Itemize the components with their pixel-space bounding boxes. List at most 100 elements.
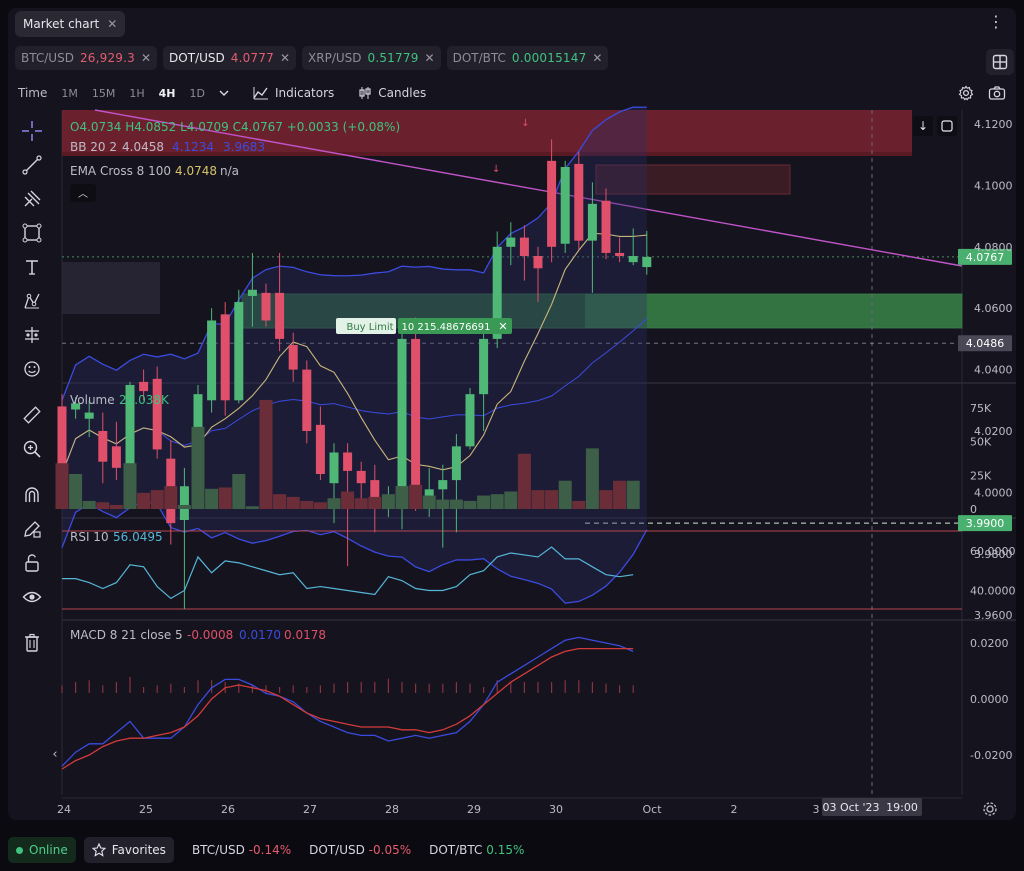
text-tool-icon[interactable] bbox=[18, 254, 46, 280]
more-vertical-icon[interactable]: ⋮ bbox=[988, 12, 1004, 31]
candle-body[interactable] bbox=[533, 256, 543, 269]
candle-body[interactable] bbox=[615, 252, 625, 257]
zoom-in-icon[interactable] bbox=[18, 436, 46, 462]
axis-gear-icon[interactable] bbox=[986, 805, 994, 813]
close-icon[interactable]: ✕ bbox=[140, 51, 152, 65]
candle-body[interactable] bbox=[465, 394, 475, 447]
candle-body[interactable] bbox=[152, 378, 162, 450]
volume-bar bbox=[286, 496, 300, 509]
emoji-icon[interactable] bbox=[18, 356, 46, 382]
pair-symbol: XRP/USD bbox=[308, 51, 362, 65]
buy-limit-label: Buy Limit bbox=[346, 322, 393, 333]
pair-tab-btc-usd[interactable]: BTC/USD 26,929.3 ✕ bbox=[15, 46, 158, 70]
candle-body[interactable] bbox=[220, 314, 230, 401]
collapse-legend-button[interactable] bbox=[70, 184, 96, 202]
timeframe-4h[interactable]: 4H bbox=[158, 86, 176, 100]
chart-area[interactable]: ↓ ↓ 4.1200 4.1000 4.0800 4.0600 4.0400 4.0200 4.… bbox=[0, 0, 1024, 830]
download-button[interactable] bbox=[913, 116, 933, 136]
crosshair-icon[interactable] bbox=[18, 118, 46, 144]
candle-body[interactable] bbox=[261, 292, 271, 321]
gear-icon[interactable] bbox=[958, 85, 974, 104]
candle-body[interactable] bbox=[438, 480, 448, 490]
magnet-icon[interactable] bbox=[18, 482, 46, 508]
pitchfork-icon[interactable] bbox=[18, 186, 46, 212]
ohlc-legend: O4.0734 H4.0852 L4.0709 C4.0767 +0.0033 … bbox=[70, 120, 400, 134]
candle-body[interactable] bbox=[519, 237, 529, 257]
candle-body[interactable] bbox=[125, 384, 135, 471]
camera-icon[interactable] bbox=[988, 85, 1006, 104]
candle-body[interactable] bbox=[71, 403, 81, 410]
candle-body[interactable] bbox=[343, 452, 353, 471]
close-icon[interactable]: ✕ bbox=[279, 51, 291, 65]
fullscreen-button[interactable] bbox=[937, 116, 957, 136]
candle-body[interactable] bbox=[587, 203, 597, 241]
candle-body[interactable] bbox=[302, 369, 312, 431]
range-zone bbox=[62, 262, 160, 314]
candle-body[interactable] bbox=[397, 338, 407, 493]
candle-body[interactable] bbox=[139, 381, 149, 392]
chevron-down-icon[interactable] bbox=[219, 87, 229, 100]
candle-body[interactable] bbox=[84, 412, 94, 419]
candle-body[interactable] bbox=[329, 452, 339, 484]
favorites-button[interactable]: Favorites bbox=[83, 837, 174, 863]
volume-bar bbox=[300, 500, 314, 509]
ticker-dot-usd[interactable]: DOT/USD -0.05% bbox=[309, 843, 412, 857]
order-qty-box[interactable] bbox=[398, 318, 512, 334]
ticker-dot-btc[interactable]: DOT/BTC 0.15% bbox=[429, 843, 525, 857]
candle-body[interactable] bbox=[642, 256, 652, 268]
candle-body[interactable] bbox=[57, 406, 67, 474]
close-icon[interactable]: ✕ bbox=[424, 51, 435, 65]
pair-tab-xrp-usd[interactable]: XRP/USD 0.51779 ✕ bbox=[302, 46, 441, 70]
close-icon[interactable]: ✕ bbox=[107, 17, 118, 31]
ema-legend-value: n/a bbox=[220, 164, 239, 178]
candle-body[interactable] bbox=[451, 446, 461, 481]
candle-body[interactable] bbox=[179, 486, 189, 521]
candle-body[interactable] bbox=[234, 302, 244, 401]
ticker-btc-usd[interactable]: BTC/USD -0.14% bbox=[191, 843, 292, 857]
price-tag-label: 4.0486 bbox=[966, 337, 1005, 350]
indicators-button[interactable]: Indicators bbox=[253, 86, 334, 100]
timeframe-1m[interactable]: 1M bbox=[61, 86, 78, 100]
trash-icon[interactable] bbox=[18, 630, 46, 656]
timeframe-15m[interactable]: 15M bbox=[91, 86, 116, 100]
pattern-tool-icon[interactable] bbox=[18, 288, 46, 314]
candle-body[interactable] bbox=[479, 338, 489, 395]
candle-body[interactable] bbox=[370, 480, 380, 502]
layout-grid-icon[interactable] bbox=[986, 49, 1014, 75]
tab-market-chart[interactable]: Market chart ✕ bbox=[15, 11, 126, 37]
candles-button[interactable]: Candles bbox=[358, 86, 426, 100]
candle-body[interactable] bbox=[411, 338, 421, 499]
pencil-lock-icon[interactable] bbox=[18, 516, 46, 542]
candle-body[interactable] bbox=[98, 431, 108, 462]
candle-body[interactable] bbox=[207, 320, 217, 401]
close-icon[interactable]: ✕ bbox=[592, 51, 603, 65]
candle-body[interactable] bbox=[315, 424, 325, 474]
candle-body[interactable] bbox=[574, 163, 584, 241]
candle-body[interactable] bbox=[547, 160, 557, 247]
candle-body[interactable] bbox=[424, 489, 434, 502]
price-tick-label: 3.9600 bbox=[974, 609, 1013, 622]
candle-body[interactable] bbox=[601, 200, 611, 253]
candle-body[interactable] bbox=[275, 292, 285, 339]
candle-body[interactable] bbox=[288, 345, 298, 370]
timeframe-1h[interactable]: 1H bbox=[129, 86, 145, 100]
unlock-icon[interactable] bbox=[18, 550, 46, 576]
candle-body[interactable] bbox=[111, 446, 121, 468]
prediction-tool-icon[interactable] bbox=[18, 322, 46, 348]
volume-bar bbox=[341, 491, 355, 509]
candle-body[interactable] bbox=[356, 470, 366, 484]
candle-body[interactable] bbox=[628, 256, 638, 263]
timeframe-1d[interactable]: 1D bbox=[189, 86, 205, 100]
buy-limit-box[interactable] bbox=[336, 318, 396, 334]
trend-line-icon[interactable] bbox=[18, 152, 46, 178]
pair-tab-dot-btc[interactable]: DOT/BTC 0.00015147 ✕ bbox=[446, 46, 609, 70]
eye-icon[interactable] bbox=[18, 584, 46, 610]
candle-body[interactable] bbox=[506, 237, 516, 247]
candle-body[interactable] bbox=[560, 166, 570, 244]
price-tick-label: 4.0400 bbox=[974, 364, 1013, 377]
ruler-icon[interactable] bbox=[18, 402, 46, 428]
candle-body[interactable] bbox=[492, 246, 502, 339]
pair-tab-dot-usd[interactable]: DOT/USD 4.0777 ✕ bbox=[163, 46, 297, 70]
candle-body[interactable] bbox=[247, 289, 257, 296]
rectangle-tool-icon[interactable] bbox=[18, 220, 46, 246]
